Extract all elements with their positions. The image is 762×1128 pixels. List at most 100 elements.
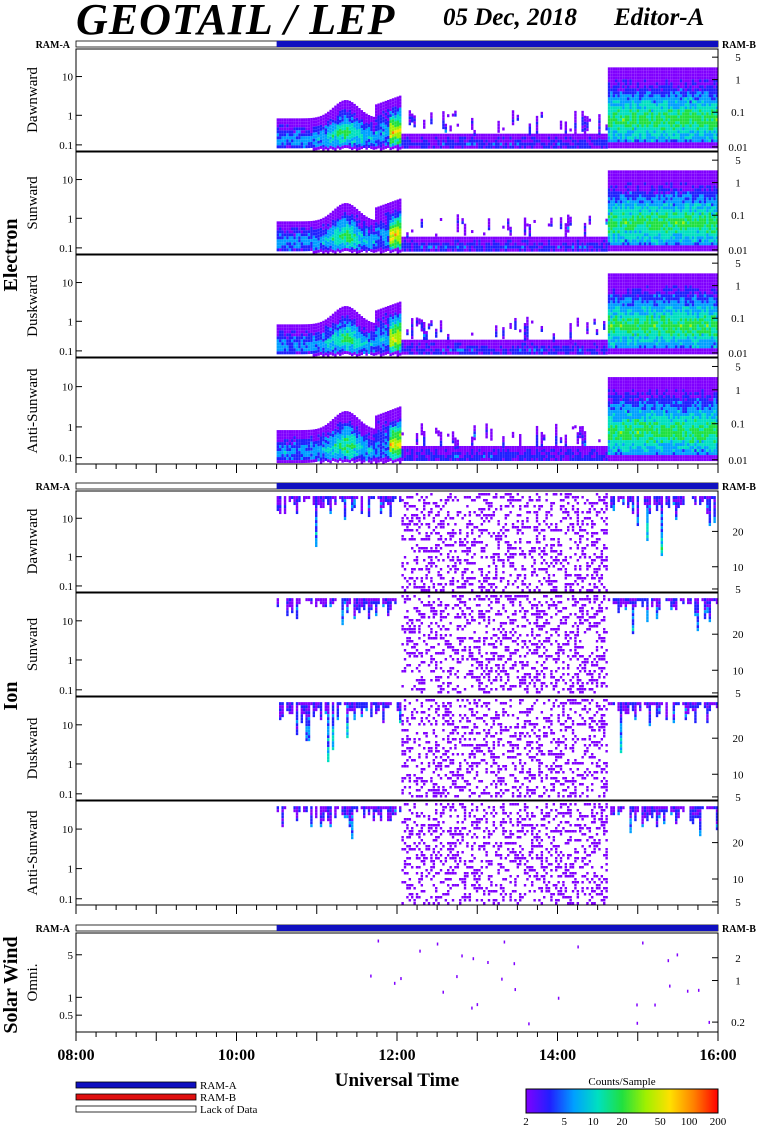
- data-pixel: [622, 173, 625, 177]
- data-pixel: [715, 242, 719, 246]
- data-pixel: [660, 218, 664, 222]
- data-pixel: [391, 98, 395, 102]
- data-pixel: [682, 218, 685, 222]
- data-pixel: [708, 185, 712, 189]
- data-pixel: [636, 145, 640, 149]
- data-pixel: [687, 245, 690, 249]
- data-pixel: [480, 239, 484, 243]
- data-pixel: [663, 145, 666, 149]
- data-pixel: [641, 185, 644, 189]
- data-pixel: [384, 115, 388, 119]
- data-pixel: [406, 133, 409, 137]
- data-pixel: [610, 73, 613, 77]
- data-pixel: [382, 225, 385, 229]
- data-pixel: [461, 139, 464, 143]
- data-pixel: [696, 179, 700, 183]
- data-pixel: [629, 88, 632, 92]
- data-pixel: [327, 223, 330, 227]
- data-pixel: [555, 248, 558, 252]
- data-pixel: [387, 102, 390, 106]
- data-pixel: [679, 233, 683, 237]
- data-pixel: [711, 188, 714, 192]
- data-pixel: [660, 112, 664, 116]
- data-pixel: [490, 248, 493, 252]
- data-pixel: [538, 248, 541, 252]
- data-pixel: [636, 70, 640, 74]
- data-pixel: [634, 242, 637, 246]
- data-pixel: [646, 194, 649, 198]
- data-pixel: [276, 139, 280, 143]
- data-pixel: [641, 218, 644, 222]
- data-pixel: [456, 223, 460, 227]
- data-pixel: [288, 248, 292, 252]
- data-pixel: [442, 142, 445, 146]
- data-pixel: [420, 239, 424, 243]
- data-pixel: [703, 170, 707, 174]
- data-pixel: [355, 108, 359, 112]
- data-pixel: [327, 226, 330, 230]
- data-pixel: [696, 182, 700, 186]
- data-pixel: [399, 146, 402, 150]
- data-pixel: [694, 230, 697, 234]
- data-pixel: [307, 221, 311, 225]
- data-pixel: [622, 130, 625, 134]
- data-pixel: [713, 133, 716, 137]
- data-pixel: [574, 125, 577, 129]
- data-pixel: [711, 121, 714, 125]
- data-pixel: [715, 173, 719, 177]
- data-pixel: [507, 145, 510, 149]
- data-pixel: [370, 234, 373, 238]
- data-pixel: [519, 145, 522, 149]
- data-pixel: [701, 106, 704, 110]
- data-pixel: [358, 108, 361, 112]
- data-pixel: [331, 116, 335, 120]
- data-pixel: [567, 214, 570, 218]
- data-pixel: [670, 94, 673, 98]
- data-pixel: [612, 97, 616, 101]
- data-pixel: [564, 124, 568, 128]
- data-pixel: [375, 122, 378, 126]
- data-pixel: [408, 245, 412, 249]
- data-pixel: [391, 216, 395, 220]
- data-pixel: [581, 145, 584, 149]
- data-pixel: [701, 109, 704, 113]
- data-pixel: [653, 97, 656, 101]
- data-pixel: [363, 121, 366, 125]
- data-pixel: [646, 212, 649, 216]
- data-pixel: [291, 248, 294, 252]
- data-pixel: [711, 179, 714, 183]
- data-pixel: [413, 145, 416, 149]
- data-pixel: [627, 115, 630, 119]
- data-pixel: [303, 248, 306, 252]
- data-pixel: [703, 200, 707, 204]
- data-pixel: [667, 136, 671, 140]
- data-pixel: [507, 133, 510, 137]
- data-pixel: [286, 333, 289, 337]
- data-pixel: [567, 236, 570, 240]
- data-pixel: [646, 203, 649, 207]
- data-pixel: [557, 133, 560, 137]
- data-pixel: [408, 242, 412, 246]
- data-pixel: [679, 76, 683, 80]
- data-pixel: [713, 106, 716, 110]
- data-pixel: [466, 248, 469, 252]
- data-pixel: [540, 142, 544, 146]
- data-pixel: [353, 218, 356, 222]
- data-pixel: [286, 136, 289, 140]
- data-pixel: [641, 170, 644, 174]
- data-pixel: [485, 145, 488, 149]
- data-pixel: [353, 209, 356, 213]
- data-pixel: [351, 250, 354, 254]
- data-pixel: [694, 224, 697, 228]
- data-pixel: [663, 124, 666, 128]
- data-pixel: [377, 136, 380, 140]
- data-pixel: [682, 76, 685, 80]
- data-pixel: [399, 98, 402, 102]
- data-pixel: [665, 103, 668, 107]
- data-pixel: [497, 139, 500, 143]
- data-pixel: [300, 142, 304, 146]
- data-pixel: [694, 103, 697, 107]
- data-pixel: [631, 109, 635, 113]
- data-pixel: [689, 73, 692, 77]
